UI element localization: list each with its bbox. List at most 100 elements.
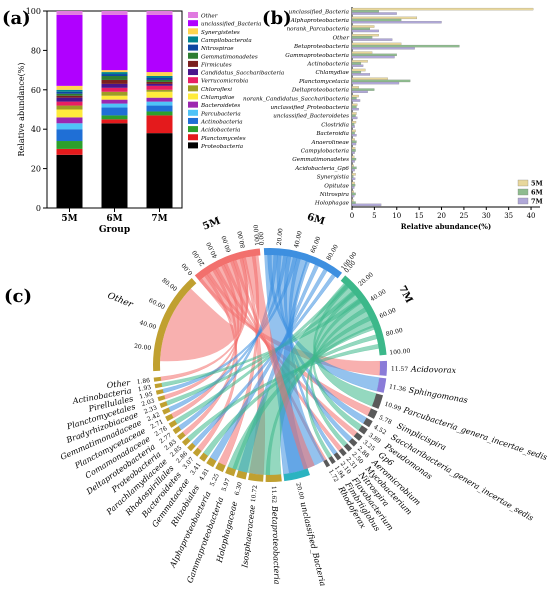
bar-opitutae-6m bbox=[351, 184, 356, 187]
taxon-arc-actinobacteria bbox=[154, 382, 163, 389]
legend-swatch-campilobacterota bbox=[188, 36, 198, 43]
legend-label-chloroflexi: Chloroflexi bbox=[201, 87, 232, 93]
bar-6m-acidobacteria bbox=[101, 115, 128, 120]
bar-campylobacteria-7m bbox=[351, 151, 355, 154]
x-tick-label-b-0: 0 bbox=[350, 212, 354, 220]
bar-7m-unclassified-bacteria bbox=[146, 14, 173, 73]
bar-7m-other bbox=[146, 11, 173, 15]
category-label-alphaproteobacteria: Alphaproteobacteria bbox=[290, 18, 349, 24]
bar-5m-firmicutes bbox=[56, 95, 83, 98]
taxon-arc-gemmataceae bbox=[199, 452, 209, 462]
bar-norank-parcubacteria-7m bbox=[351, 29, 379, 33]
bar-6m-synergistetes bbox=[101, 70, 128, 73]
taxon-value-unclassified-bacteria: 20.00 bbox=[294, 482, 305, 501]
legend-swatch-bacteroidetes bbox=[188, 101, 198, 108]
bar-actinobacteria-7m bbox=[351, 64, 364, 67]
taxon-arc-proteobacteria bbox=[177, 431, 186, 441]
category-label-nitrospira: Nitrospira bbox=[319, 192, 349, 198]
legend-swatch-proteobacteria bbox=[188, 142, 198, 149]
legend-swatch-synergistetes bbox=[188, 28, 198, 35]
bar-7m-verrucomicrobia bbox=[146, 85, 173, 90]
taxon-arc-pseudomonas bbox=[358, 425, 368, 435]
bar-6m-parcubacteria bbox=[101, 103, 128, 108]
bar-6m-firmicutes bbox=[101, 79, 128, 84]
bar-holophagae-6m bbox=[351, 201, 356, 204]
taxon-value-simplicispira: 5.78 bbox=[378, 414, 393, 426]
bar-5m-planctomycetes bbox=[56, 148, 83, 155]
bar-clostridia-6m bbox=[351, 123, 355, 126]
group-scale-5m-5: 100.00 bbox=[253, 224, 262, 246]
bar-gemmatimonadetes-5m bbox=[351, 155, 355, 159]
taxon-arc-flavobacterium bbox=[333, 452, 342, 461]
legend-swatch-b-7m bbox=[517, 197, 529, 205]
taxon-name-other: Other bbox=[106, 378, 132, 390]
taxon-arc-pirellulales bbox=[155, 389, 164, 395]
x-tick-label-b-40: 40 bbox=[527, 212, 536, 220]
panel-label-c: (c) bbox=[4, 286, 32, 307]
bar-clostridia-5m bbox=[351, 120, 357, 124]
bar-bacteroidia-6m bbox=[351, 131, 355, 135]
bar-7m-gemmatimonadetes bbox=[146, 79, 173, 82]
legend-swatch-chloroflexi bbox=[188, 85, 198, 92]
legend-swatch-gemmatimonadetes bbox=[188, 52, 198, 59]
y-tick-label-20: 20 bbox=[31, 165, 41, 174]
bar-5m-synergistetes bbox=[56, 85, 83, 90]
category-label-gammaproteobacteria: Gammaproteobacteria bbox=[285, 53, 349, 59]
bar-5m-candidatus-saccharibacteria bbox=[56, 97, 83, 102]
bar-anaerolineae-7m bbox=[351, 142, 357, 146]
bar-5m-bacteroidetes bbox=[56, 117, 83, 124]
bar-7m-chloroflexi bbox=[146, 89, 173, 92]
bar-betaproteobacteria-5m bbox=[351, 42, 402, 46]
legend-label-unclassified-bacteria: unclassified_Bacteria bbox=[201, 22, 261, 28]
bar-betaproteobacteria-7m bbox=[351, 47, 415, 50]
taxon-arc-gammaproteobacteria bbox=[225, 466, 237, 477]
category-label-deltaproteobacteria: Deltaproteobacteria bbox=[291, 88, 349, 94]
legend-label-b-5m: 5M bbox=[531, 180, 543, 188]
taxon-arc-sphingomonas bbox=[376, 377, 387, 393]
category-label-planctomycetacia: Planctomycetacia bbox=[298, 79, 349, 85]
y-tick-label-40: 40 bbox=[31, 125, 41, 134]
group-label-7m: 7M bbox=[396, 284, 414, 305]
legend-label-verrucomicrobia: Verrucomicrobia bbox=[201, 79, 248, 85]
legend-label-firmicutes: Firmicutes bbox=[200, 62, 232, 68]
bar-nitrospira-7m bbox=[351, 194, 355, 198]
taxon-arc-isosphaeraceae bbox=[248, 473, 264, 482]
group-scale-6m-2: 40.00 bbox=[293, 230, 304, 249]
taxon-arc-rhodoferax bbox=[323, 459, 331, 468]
x-axis-label-a: Group bbox=[99, 225, 130, 235]
bar-alphaproteobacteria-6m bbox=[351, 18, 402, 22]
x-tick-label-b-15: 15 bbox=[415, 212, 424, 220]
category-label-clostridia: Clostridia bbox=[321, 122, 349, 128]
taxon-arc-parcubacteria-genera-incertae-sedis bbox=[371, 393, 384, 409]
category-label-gemmatimonadetes: Gemmatimonadetes bbox=[292, 157, 349, 163]
ribbon-7m-betaproteobacteria bbox=[232, 283, 374, 475]
bar-unclassified-bacteroidetes-7m bbox=[351, 116, 358, 120]
legend-swatch-firmicutes bbox=[188, 60, 198, 67]
bar-nitrospira-6m bbox=[351, 192, 356, 196]
taxon-arc-saccharibacteria-genera-incertae-sedis bbox=[363, 417, 373, 428]
taxon-value-rhizobiales: 4.81 bbox=[198, 467, 211, 482]
group-scale-6m-1: 20.00 bbox=[276, 228, 285, 246]
legend-swatch-unclassified-bacteria bbox=[188, 20, 198, 27]
bar-holophagae-7m bbox=[351, 203, 382, 207]
taxon-name-other-big: Other bbox=[106, 291, 135, 311]
group-label-6m: 6M bbox=[306, 212, 327, 228]
taxon-value-actinobacteria: 1.93 bbox=[137, 384, 152, 393]
bar-7m-actinobacteria bbox=[146, 105, 173, 112]
taxon-value-gemmatimonadaceae: 2.42 bbox=[146, 411, 161, 423]
legend-swatch-parcubacteria bbox=[188, 109, 198, 116]
bar-gemmatimonadetes-6m bbox=[351, 157, 357, 161]
legend-label-bacteroidetes: Bacteroidetes bbox=[200, 103, 240, 109]
bar-unclassified-bacteroidetes-5m bbox=[351, 112, 357, 115]
legend-label-nitrospirae: Nitrospirae bbox=[200, 46, 234, 52]
y-axis-label-a: Relative abundance(%) bbox=[17, 63, 26, 157]
taxon-arc-rhodospirillales bbox=[187, 442, 196, 452]
taxon-arc-fimbriiglobus bbox=[328, 456, 336, 465]
bar-opitutae-5m bbox=[351, 181, 355, 185]
taxon-arc-unclassified-bacteria bbox=[283, 468, 311, 482]
group-scale-5m-4: 80.00 bbox=[237, 230, 247, 248]
group-scale-7m-3: 60.00 bbox=[379, 307, 398, 320]
bar-acidobacteria-gp6-5m bbox=[351, 164, 354, 167]
